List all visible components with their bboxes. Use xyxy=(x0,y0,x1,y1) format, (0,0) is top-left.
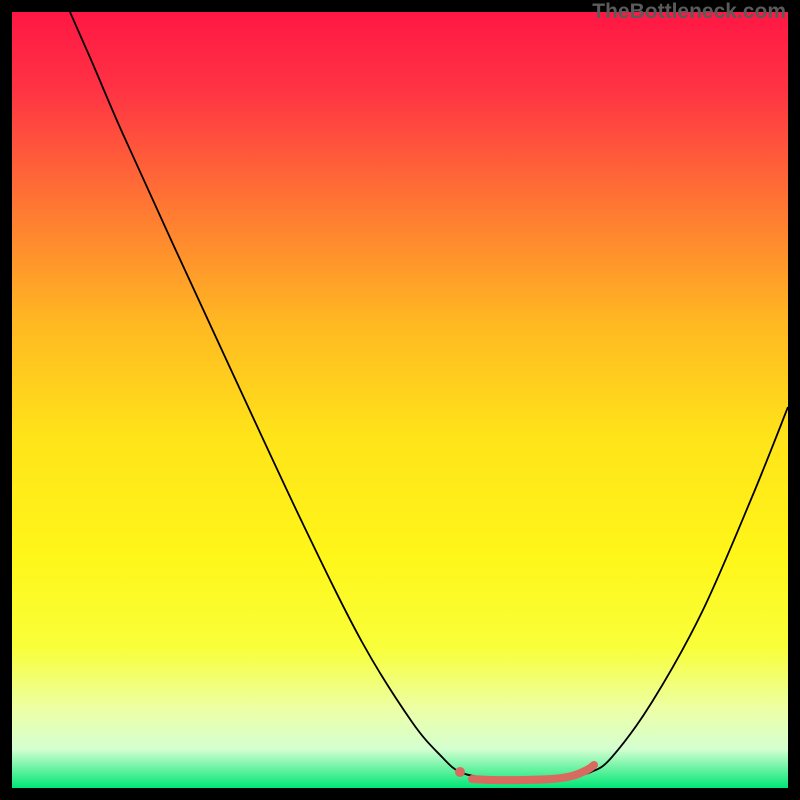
chart-svg xyxy=(12,12,788,788)
chart-background xyxy=(12,12,788,788)
attribution-text: TheBottleneck.com xyxy=(592,0,786,24)
chart-area xyxy=(12,12,788,788)
chart-container: TheBottleneck.com xyxy=(0,0,800,800)
highlight-dot xyxy=(455,767,465,777)
